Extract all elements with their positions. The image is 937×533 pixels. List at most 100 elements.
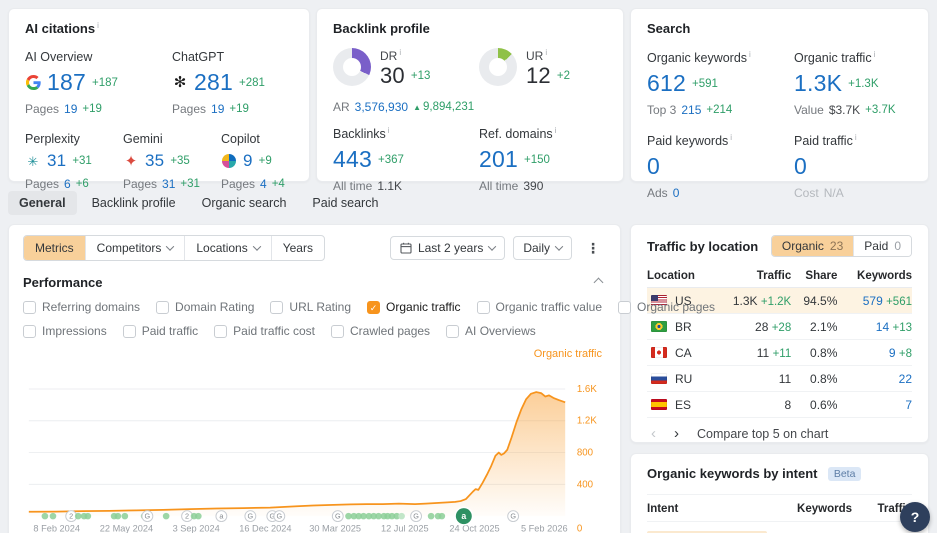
event-dot[interactable]	[355, 512, 362, 520]
event-dot[interactable]	[41, 512, 49, 520]
metric-checkbox-organic-pages[interactable]: Organic pages	[618, 300, 715, 314]
collapse-chevron-icon[interactable]	[593, 277, 604, 288]
ur-value: 12	[526, 63, 551, 88]
x-axis-tick: 24 Oct 2025	[449, 524, 499, 533]
checkbox-icon: ✓	[367, 300, 381, 314]
column-header-keywords: Keywords	[837, 265, 912, 288]
location-row-es[interactable]: ES 8 0.6% 7	[647, 391, 912, 418]
filter-segment-years[interactable]: Years	[270, 236, 324, 260]
br-flag-icon	[651, 321, 667, 332]
event-dot[interactable]	[114, 512, 122, 520]
location-row-ru[interactable]: RU 11 0.8% 22	[647, 365, 912, 392]
checkbox-icon	[122, 324, 136, 338]
event-dot[interactable]	[438, 512, 446, 520]
metric-checkbox-impressions[interactable]: Impressions	[23, 324, 107, 338]
info-icon[interactable]: i	[873, 50, 876, 59]
event-dot[interactable]	[345, 512, 352, 520]
y-axis-tick: 0	[577, 524, 583, 533]
ca-flag-icon	[651, 347, 667, 358]
info-icon[interactable]: i	[749, 50, 751, 59]
location-row-ca[interactable]: CA 11 +11 0.8% 9 +8	[647, 339, 912, 366]
tab-organic-search[interactable]: Organic search	[201, 196, 287, 210]
metric-checkbox-organic-traffic-value[interactable]: Organic traffic value	[476, 300, 602, 314]
info-icon[interactable]: i	[854, 133, 857, 143]
event-dot[interactable]	[350, 512, 358, 520]
svg-text:G: G	[510, 512, 516, 521]
metric-checkbox-referring-domains[interactable]: Referring domains	[23, 300, 140, 314]
filter-segment-locations[interactable]: Locations	[184, 236, 270, 260]
info-icon[interactable]: i	[545, 48, 548, 57]
tab-paid-search[interactable]: Paid search	[312, 196, 379, 210]
event-badge-highlighted[interactable]: a	[454, 506, 474, 526]
event-dot[interactable]	[74, 512, 82, 520]
event-dot[interactable]	[398, 512, 405, 520]
event-badge[interactable]: a	[215, 510, 228, 523]
top-stats-row: AI citations i AI Overview 187 +187 Pages…	[8, 8, 929, 200]
metric-checkbox-ai-overviews[interactable]: AI Overviews	[446, 324, 536, 338]
metric-checkbox-crawled-pages[interactable]: Crawled pages	[331, 324, 430, 338]
up-triangle-icon: ▲	[413, 102, 421, 112]
toggle-paid[interactable]: Paid 0	[853, 236, 911, 256]
ai-overview-stat: AI Overview 187 +187 Pages 19 +19	[25, 50, 118, 116]
info-icon[interactable]: i	[399, 48, 402, 57]
organic-traffic-stat: Organic traffic i 1.3K +1.3K Value $3.7K +3.…	[794, 50, 896, 118]
traffic-by-location-card: Traffic by location Organic 23 Paid 0 Locat…	[630, 224, 929, 443]
tab-backlink-profile[interactable]: Backlink profile	[91, 196, 176, 210]
info-icon[interactable]: i	[730, 133, 733, 143]
info-icon[interactable]: i	[387, 126, 390, 135]
metric-checkbox-paid-traffic-cost[interactable]: Paid traffic cost	[214, 324, 315, 338]
event-dot[interactable]	[365, 512, 373, 520]
metric-checkbox-paid-traffic[interactable]: Paid traffic	[122, 324, 198, 338]
ref-domains-stat: Ref. domains i 201 +150 All time 390	[479, 126, 557, 194]
date-range-button[interactable]: Last 2 years	[389, 236, 506, 260]
prev-page-arrow-icon[interactable]: ‹	[651, 425, 656, 442]
filter-segment-competitors[interactable]: Competitors	[84, 236, 185, 260]
section-tabs: General Backlink profile Organic search Pai…	[8, 191, 929, 215]
event-badge[interactable]: G	[331, 510, 344, 523]
location-row-us[interactable]: US 1.3K +1.2K 94.5% 579 +561	[647, 287, 912, 314]
compare-top5-link[interactable]: Compare top 5 on chart	[697, 426, 829, 441]
event-dot[interactable]	[360, 512, 367, 520]
event-dot[interactable]	[393, 512, 401, 520]
info-icon[interactable]: i	[97, 21, 99, 30]
performance-chart[interactable]: 1.6K 1.2K 800 400 0 8 Feb 2024 22 May 2024 3 Se…	[23, 363, 606, 533]
performance-section-title: Performance	[23, 275, 103, 290]
paid-keywords-stat: Paid keywords i 0 Ads 0	[647, 133, 733, 201]
event-badge[interactable]: G	[507, 510, 520, 523]
event-dot[interactable]	[427, 512, 435, 520]
metric-checkbox-url-rating[interactable]: URL Rating	[270, 300, 351, 314]
event-badge[interactable]: 2	[65, 510, 78, 523]
organic-traffic-chart-area: Organic traffic 1.6K 1.2K 800 400 0 8 Feb 202…	[23, 348, 606, 533]
metric-checkbox-domain-rating[interactable]: Domain Rating	[156, 300, 254, 314]
event-badge[interactable]: G	[273, 510, 286, 523]
event-dot[interactable]	[162, 512, 170, 520]
location-row-br[interactable]: BR 28 +28 2.1% 14 +13	[647, 313, 912, 340]
x-axis-tick: 8 Feb 2024	[33, 524, 80, 533]
dr-donut-chart	[333, 48, 371, 86]
info-icon[interactable]: i	[554, 126, 557, 135]
metric-checkbox-organic-traffic[interactable]: ✓ Organic traffic	[367, 300, 461, 314]
event-dot[interactable]	[388, 512, 396, 520]
next-page-arrow-icon[interactable]: ›	[674, 425, 679, 442]
event-dot[interactable]	[370, 512, 378, 520]
filter-segment-metrics[interactable]: Metrics	[24, 236, 85, 260]
google-logo-icon	[25, 75, 41, 91]
more-options-kebab-icon[interactable]: ⋮	[586, 239, 600, 256]
column-header-share: Share	[791, 265, 838, 288]
event-badge[interactable]: G	[141, 510, 154, 523]
help-button[interactable]: ?	[900, 502, 930, 532]
tab-general[interactable]: General	[8, 191, 77, 215]
event-badge[interactable]: G	[410, 510, 423, 523]
svg-text:G: G	[248, 512, 254, 521]
event-dot[interactable]	[49, 512, 57, 520]
toggle-organic[interactable]: Organic 23	[771, 236, 854, 256]
event-dot[interactable]	[375, 512, 382, 520]
event-dot[interactable]	[195, 512, 202, 520]
event-dot[interactable]	[84, 512, 92, 520]
granularity-button[interactable]: Daily	[513, 236, 572, 260]
event-dot[interactable]	[121, 512, 129, 520]
search-card: Search Organic keywords i 612 +591 Top 3 21…	[630, 8, 929, 200]
y-axis-tick: 400	[577, 479, 594, 490]
event-badge[interactable]: G	[244, 510, 257, 523]
copilot-stat: Copilot 9 +9 Pages 4 +4	[221, 132, 285, 191]
